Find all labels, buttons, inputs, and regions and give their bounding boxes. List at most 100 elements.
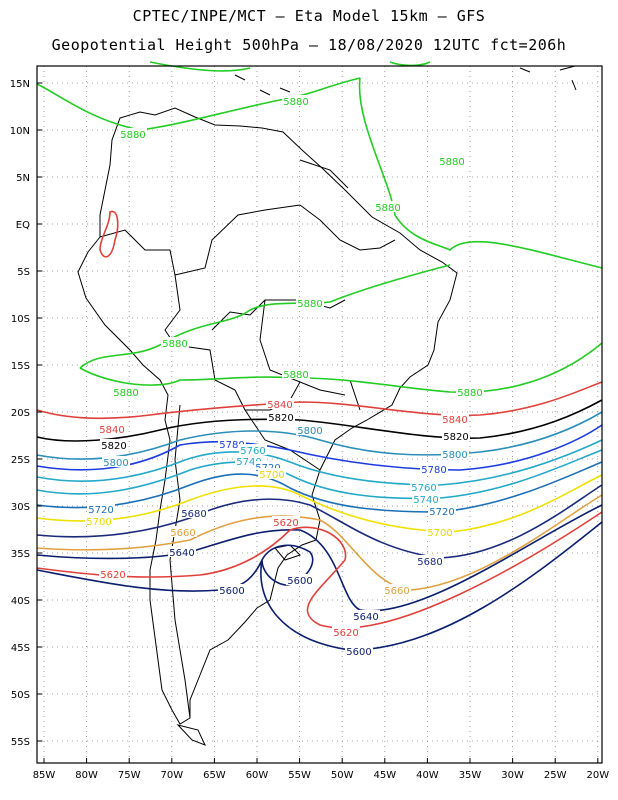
latitude-labels: 15N 10N 5N EQ 5S 10S 15S 20S 25S 30S 35S 40S 45S 50S 5…: [10, 79, 42, 748]
contour-label-bg: [235, 455, 263, 466]
contour-label: 5880: [162, 339, 187, 350]
contour-label: 5740: [413, 495, 438, 506]
contour-label: 5660: [170, 528, 195, 539]
contour-line-5760: [36, 439, 603, 486]
lon-tick-label: 65W: [203, 770, 226, 781]
contour-label-bg: [169, 526, 197, 537]
contour-label-bg: [161, 337, 189, 348]
contour-label-bg: [266, 398, 294, 409]
lat-tick-label: 50S: [11, 690, 30, 701]
lat-tick-label: 35S: [11, 549, 30, 560]
contour-label: 5700: [86, 517, 111, 528]
longitude-labels: 85W 80W 75W 70W 65W 60W 55W 50W 45W 40W 35W 30W 25W 2…: [33, 758, 609, 781]
contour-line-5640: [36, 504, 603, 612]
lon-tick-label: 80W: [75, 770, 98, 781]
contour-label: 5820: [268, 413, 293, 424]
contour-line-5720: [36, 461, 603, 513]
contour-label: 5720: [429, 507, 454, 518]
contour-label-bg: [352, 610, 380, 621]
contour-line-5880: [36, 77, 603, 269]
contour-label-bg: [428, 505, 456, 516]
lat-tick-label: 30S: [11, 502, 30, 513]
contour-label-bg: [99, 568, 127, 579]
contour-label-bg: [267, 411, 295, 422]
contour-label: 5600: [346, 647, 371, 658]
contour-label: 5680: [417, 557, 442, 568]
contour-label: 5760: [240, 446, 265, 457]
contour-label-bg: [286, 574, 314, 585]
contour-label-bg: [85, 515, 113, 526]
lat-tick-label: 5N: [16, 173, 30, 184]
contour-label-bg: [441, 448, 469, 459]
contour-label-bg: [218, 438, 246, 449]
contour-label: 5600: [287, 576, 312, 587]
contour-line-5800: [36, 411, 603, 460]
contour-label-bg: [168, 546, 196, 557]
lat-tick-label: 10S: [11, 314, 30, 325]
lat-tick-label: 25S: [11, 455, 30, 466]
contour-label-bg: [258, 468, 286, 479]
contour-line-5740: [36, 449, 603, 500]
contour-label-bg: [410, 481, 438, 492]
contour-label-bg: [272, 516, 300, 527]
contour-label: 5680: [181, 509, 206, 520]
contour-label: 5840: [442, 415, 467, 426]
contour-label: 5780: [421, 465, 446, 476]
lon-tick-label: 85W: [33, 770, 56, 781]
contour-label-bg: [416, 555, 444, 566]
contour-label: 5700: [259, 470, 284, 481]
contour-label-bg: [239, 444, 267, 455]
map-subtitle: Geopotential Height 500hPa – 18/08/2020 …: [51, 36, 567, 54]
contour-label-bg: [420, 463, 448, 474]
contour-line-5680: [36, 484, 603, 559]
contour-label-bg: [218, 584, 246, 595]
contour-label-bg: [383, 584, 411, 595]
contour-label-bg: [412, 493, 440, 504]
lat-tick-label: EQ: [16, 220, 30, 231]
contour-label: 5660: [384, 586, 409, 597]
contour-label: 5720: [88, 505, 113, 516]
contour-label: 5880: [457, 388, 482, 399]
lat-tick-label: 15S: [11, 361, 30, 372]
contour-label: 5880: [297, 299, 322, 310]
contour-label: 5780: [219, 440, 244, 451]
contour-label: 5880: [120, 130, 145, 141]
coastline-outline: [77, 65, 577, 746]
lat-tick-label: 55S: [11, 737, 30, 748]
contour-label-bg: [119, 128, 147, 139]
lon-tick-label: 20W: [586, 770, 609, 781]
contour-label-bg: [100, 439, 128, 450]
lat-tick-label: 5S: [17, 267, 30, 278]
contour-label-bg: [438, 155, 466, 166]
contour-line-5660: [36, 494, 603, 591]
lon-tick-label: 35W: [459, 770, 482, 781]
contour-label: 5840: [99, 425, 124, 436]
contour-line-5620: [36, 511, 603, 629]
contour-label-bg: [112, 386, 140, 397]
contour-label: 5640: [169, 548, 194, 559]
contour-label: 5800: [297, 426, 322, 437]
contour-label: 5620: [273, 518, 298, 529]
lat-lon-grid: [37, 66, 602, 763]
lat-tick-label: 10N: [10, 126, 30, 137]
contour-label: 5640: [353, 612, 378, 623]
lat-tick-label: 40S: [11, 596, 30, 607]
contour-label-bg: [87, 503, 115, 514]
contour-label: 5800: [442, 450, 467, 461]
contour-label: 5880: [439, 157, 464, 168]
lat-tick-label: 15N: [10, 79, 30, 90]
contour-label-bg: [426, 526, 454, 537]
lat-tick-label: 45S: [11, 643, 30, 654]
contour-label: 5620: [100, 570, 125, 581]
contour-labels: 5880 5880 5880 5880 5880 5880 5880 5880 5880 5840…: [85, 95, 484, 658]
lon-tick-label: 25W: [544, 770, 567, 781]
contour-label-bg: [296, 424, 324, 435]
lon-tick-label: 75W: [118, 770, 141, 781]
contour-line-5700: [36, 474, 603, 533]
contour-label-bg: [296, 297, 324, 308]
lon-tick-label: 55W: [288, 770, 311, 781]
contour-label-bg: [456, 386, 484, 397]
contour-label-bg: [282, 368, 310, 379]
contour-label-bg: [345, 645, 373, 656]
contour-label-bg: [180, 507, 208, 518]
